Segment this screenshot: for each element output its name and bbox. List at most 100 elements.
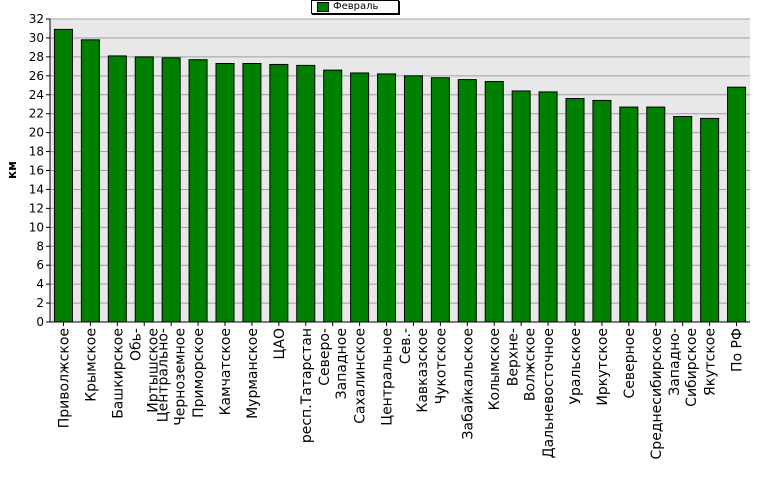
bar-series xyxy=(53,28,747,323)
bar xyxy=(430,77,450,323)
bar xyxy=(134,56,154,323)
bar xyxy=(242,63,262,323)
y-tick-label: 26 xyxy=(29,69,44,83)
y-tick-label: 10 xyxy=(29,220,44,234)
x-tick-label: Крымское xyxy=(83,328,99,402)
x-tick-label: Якутское xyxy=(703,328,719,396)
x-tick-label: ЦАО xyxy=(272,328,288,359)
x-tick-label-line: Приморское xyxy=(191,328,207,418)
x-tick-label-line: Кавказское xyxy=(415,328,431,413)
legend: Февраль xyxy=(311,0,399,14)
bar xyxy=(457,79,477,323)
x-tick-label: Чукотское xyxy=(433,328,449,404)
x-tick-label: Северное xyxy=(622,328,638,398)
y-tick-label: 28 xyxy=(29,50,44,64)
x-tick-label-line: Камчатское xyxy=(218,328,234,415)
bar xyxy=(80,39,100,323)
x-tick-label: Забайкальское xyxy=(460,328,476,439)
x-tick-label: Центрально- Черноземное xyxy=(156,328,189,426)
legend-swatch xyxy=(317,2,329,12)
bar xyxy=(403,75,423,323)
x-tick-label-line: По РФ xyxy=(730,328,746,372)
bar xyxy=(673,116,693,323)
x-tick-label-line: респ.Татарстан xyxy=(299,328,315,443)
bar xyxy=(53,28,73,323)
bar xyxy=(296,64,316,323)
x-tick-label-line: Верхне- xyxy=(506,328,522,386)
y-tick-label: 32 xyxy=(29,12,44,26)
y-tick-label: 22 xyxy=(29,107,44,121)
bar xyxy=(107,55,127,323)
x-tick-label-line: Волжское xyxy=(523,328,539,401)
x-tick-label-line: Чукотское xyxy=(433,328,449,404)
x-tick-label-line: Башкирское xyxy=(110,328,126,419)
x-tick-label: Западно- Сибирское xyxy=(667,328,700,407)
x-tick-label: Верхне- Волжское xyxy=(506,328,539,401)
x-tick-label-line: Среднесибирское xyxy=(649,328,665,459)
x-tick-label-line: Крымское xyxy=(83,328,99,402)
x-tick-label-line: Иркутское xyxy=(595,328,611,406)
x-tick-label: Северо- Западное xyxy=(317,328,350,399)
x-tick-label-line: Центральное xyxy=(380,328,396,426)
x-tick-label-line: Западное xyxy=(334,328,350,399)
x-tick-label: Камчатское xyxy=(218,328,234,415)
x-tick-label-line: Уральское xyxy=(568,328,584,405)
bar xyxy=(377,73,397,323)
y-tick-label: 12 xyxy=(29,201,44,215)
y-tick-label: 14 xyxy=(29,182,44,196)
bar xyxy=(646,106,666,323)
x-tick-label-line: ЦАО xyxy=(272,328,288,359)
bar xyxy=(700,117,720,323)
y-tick-label: 6 xyxy=(36,258,44,272)
x-tick-label-line: Западно- xyxy=(667,328,683,396)
x-tick-label-line: Северо- xyxy=(317,328,333,386)
x-axis-labels: Приволжское Крымское Башкирское Обь- Иртышск… xyxy=(56,322,746,459)
y-tick-label: 4 xyxy=(36,277,44,291)
x-tick-label: Иркутское xyxy=(595,328,611,406)
x-tick-label: Дальневосточное xyxy=(541,328,557,458)
x-tick-label-line: Центрально- xyxy=(156,328,172,422)
x-tick-label-line: Забайкальское xyxy=(460,328,476,439)
x-tick-label-line: Мурманское xyxy=(245,328,261,419)
y-axis-label: км xyxy=(5,161,19,179)
y-tick-label: 16 xyxy=(29,164,44,178)
x-tick-label: По РФ xyxy=(730,328,746,372)
bar xyxy=(727,86,747,323)
y-tick-label: 2 xyxy=(36,296,44,310)
x-tick-label: Приморское xyxy=(191,328,207,418)
y-tick-label: 8 xyxy=(36,239,44,253)
x-tick-label: Башкирское xyxy=(110,328,126,419)
bar xyxy=(323,69,343,323)
x-tick-label: Обь- Иртышское xyxy=(129,328,162,413)
x-tick-label: Колымское xyxy=(487,328,503,410)
x-tick-label: Мурманское xyxy=(245,328,261,419)
x-tick-label: Сев.- Кавказское xyxy=(398,328,431,413)
x-tick-label: респ.Татарстан xyxy=(299,328,315,443)
x-tick-label-line: Колымское xyxy=(487,328,503,410)
bar xyxy=(538,91,558,323)
x-tick-label-line: Черноземное xyxy=(173,328,189,426)
y-tick-label: 20 xyxy=(29,126,44,140)
bar xyxy=(188,59,208,323)
x-tick-label-line: Иртышское xyxy=(146,328,162,413)
bar xyxy=(161,57,181,323)
y-tick-label: 18 xyxy=(29,145,44,159)
bar xyxy=(269,63,289,323)
x-tick-label-line: Сахалинское xyxy=(353,328,369,424)
bar xyxy=(565,98,585,323)
bar xyxy=(592,99,612,323)
x-tick-label: Сахалинское xyxy=(353,328,369,424)
x-tick-label: Уральское xyxy=(568,328,584,405)
x-tick-label: Центральное xyxy=(380,328,396,426)
y-tick-label: 30 xyxy=(29,31,44,45)
bar xyxy=(350,72,370,323)
bar xyxy=(619,106,639,323)
bar xyxy=(215,63,235,323)
x-tick-label-line: Северное xyxy=(622,328,638,398)
x-tick-label-line: Дальневосточное xyxy=(541,328,557,458)
legend-label: Февраль xyxy=(333,1,379,12)
x-tick-label-line: Обь- xyxy=(129,328,145,361)
bar xyxy=(484,80,504,323)
